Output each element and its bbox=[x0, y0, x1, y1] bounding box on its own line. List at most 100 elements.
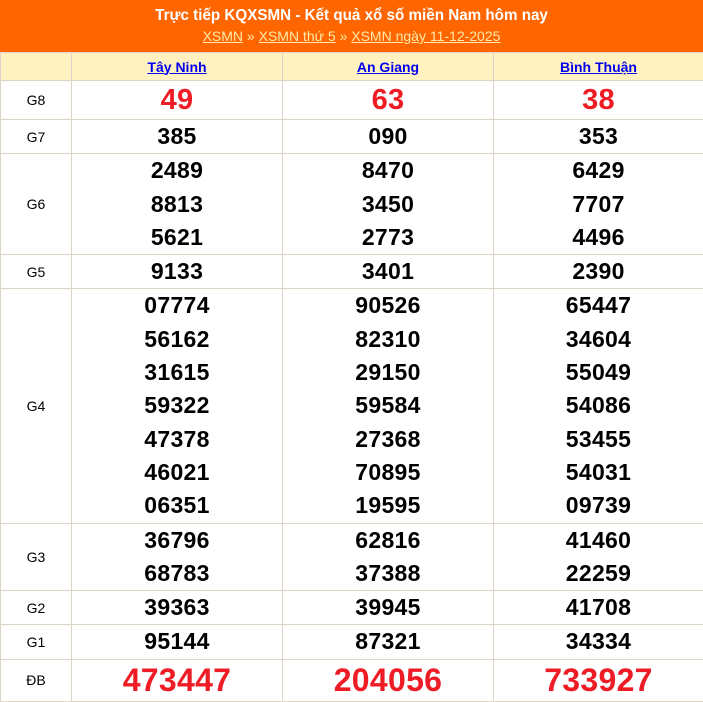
prize-cell: 38 bbox=[494, 81, 703, 120]
province-link-binh-thuan[interactable]: Bình Thuận bbox=[560, 59, 637, 75]
prize-number: 07774 bbox=[72, 289, 282, 322]
prize-number: 54031 bbox=[494, 456, 703, 489]
prize-number: 70895 bbox=[283, 456, 493, 489]
prize-cell: 353 bbox=[494, 120, 703, 154]
prize-number: 353 bbox=[494, 120, 703, 153]
breadcrumb-xsmn-date[interactable]: XSMN ngày 11-12-2025 bbox=[351, 28, 500, 44]
prize-number: 47378 bbox=[72, 423, 282, 456]
prize-number: 39363 bbox=[72, 591, 282, 624]
prize-number: 37388 bbox=[283, 557, 493, 590]
prize-number: 2489 bbox=[72, 154, 282, 187]
prize-number: 2773 bbox=[283, 221, 493, 254]
prize-cell: 3401 bbox=[283, 255, 494, 289]
province-link-an-giang[interactable]: An Giang bbox=[357, 59, 419, 75]
prize-number: 29150 bbox=[283, 356, 493, 389]
breadcrumb-xsmn[interactable]: XSMN bbox=[203, 28, 243, 44]
prize-number: 41708 bbox=[494, 591, 703, 624]
prize-number: 90526 bbox=[283, 289, 493, 322]
prize-number: 385 bbox=[72, 120, 282, 153]
corner-cell bbox=[1, 53, 72, 81]
prize-label: G2 bbox=[1, 591, 72, 625]
prize-number: 8470 bbox=[283, 154, 493, 187]
prize-number: 19595 bbox=[283, 489, 493, 522]
breadcrumb-separator: » bbox=[247, 28, 255, 44]
prize-number: 090 bbox=[283, 120, 493, 153]
prize-number: 87321 bbox=[283, 625, 493, 658]
prize-number: 38 bbox=[494, 81, 703, 119]
prize-label: G6 bbox=[1, 154, 72, 255]
results-header: Trực tiếp KQXSMN - Kết quả xổ số miền Na… bbox=[0, 0, 703, 52]
prize-label: G7 bbox=[1, 120, 72, 154]
prize-number: 22259 bbox=[494, 557, 703, 590]
prize-cell: 63 bbox=[283, 81, 494, 120]
prize-number: 6429 bbox=[494, 154, 703, 187]
prize-number: 3401 bbox=[283, 255, 493, 288]
prize-cell: 39363 bbox=[72, 591, 283, 625]
prize-label: G8 bbox=[1, 81, 72, 120]
prize-label: G5 bbox=[1, 255, 72, 289]
prize-number: 62816 bbox=[283, 524, 493, 557]
prize-label: G3 bbox=[1, 523, 72, 591]
prize-number: 59584 bbox=[283, 389, 493, 422]
prize-number: 46021 bbox=[72, 456, 282, 489]
prize-number: 2390 bbox=[494, 255, 703, 288]
prize-cell: 090 bbox=[283, 120, 494, 154]
prize-label: G4 bbox=[1, 289, 72, 523]
prize-number: 27368 bbox=[283, 423, 493, 456]
breadcrumb: XSMN » XSMN thứ 5 » XSMN ngày 11-12-2025 bbox=[0, 26, 703, 46]
prize-number: 09739 bbox=[494, 489, 703, 522]
prize-number: 5621 bbox=[72, 221, 282, 254]
prize-number: 9133 bbox=[72, 255, 282, 288]
prize-number: 53455 bbox=[494, 423, 703, 456]
prize-number: 54086 bbox=[494, 389, 703, 422]
prize-number: 31615 bbox=[72, 356, 282, 389]
prize-number: 39945 bbox=[283, 591, 493, 624]
prize-label: G1 bbox=[1, 625, 72, 659]
prize-number: 49 bbox=[72, 81, 282, 119]
prize-number: 65447 bbox=[494, 289, 703, 322]
prize-cell: 39945 bbox=[283, 591, 494, 625]
breadcrumb-separator: » bbox=[340, 28, 348, 44]
prize-number: 59322 bbox=[72, 389, 282, 422]
prize-number: 55049 bbox=[494, 356, 703, 389]
prize-number: 36796 bbox=[72, 524, 282, 557]
prize-cell: 95144 bbox=[72, 625, 283, 659]
prize-number: 41460 bbox=[494, 524, 703, 557]
prize-number: 06351 bbox=[72, 489, 282, 522]
prize-number: 82310 bbox=[283, 323, 493, 356]
prize-number: 7707 bbox=[494, 188, 703, 221]
prize-number: 95144 bbox=[72, 625, 282, 658]
prize-cell: 87321 bbox=[283, 625, 494, 659]
prize-cell: 9133 bbox=[72, 255, 283, 289]
province-link-tay-ninh[interactable]: Tây Ninh bbox=[147, 59, 206, 75]
prize-number: 68783 bbox=[72, 557, 282, 590]
breadcrumb-xsmn-thu5[interactable]: XSMN thứ 5 bbox=[259, 28, 336, 44]
prize-number: 56162 bbox=[72, 323, 282, 356]
prize-cell: 34334 bbox=[494, 625, 703, 659]
prize-cell: 385 bbox=[72, 120, 283, 154]
prize-cell: 41708 bbox=[494, 591, 703, 625]
prize-cell: 2390 bbox=[494, 255, 703, 289]
prize-number: 4496 bbox=[494, 221, 703, 254]
page-title: Trực tiếp KQXSMN - Kết quả xổ số miền Na… bbox=[18, 6, 686, 26]
prize-number: 3450 bbox=[283, 188, 493, 221]
prize-number: 63 bbox=[283, 81, 493, 119]
prize-number: 8813 bbox=[72, 188, 282, 221]
prize-cell: 49 bbox=[72, 81, 283, 120]
prize-number: 34604 bbox=[494, 323, 703, 356]
